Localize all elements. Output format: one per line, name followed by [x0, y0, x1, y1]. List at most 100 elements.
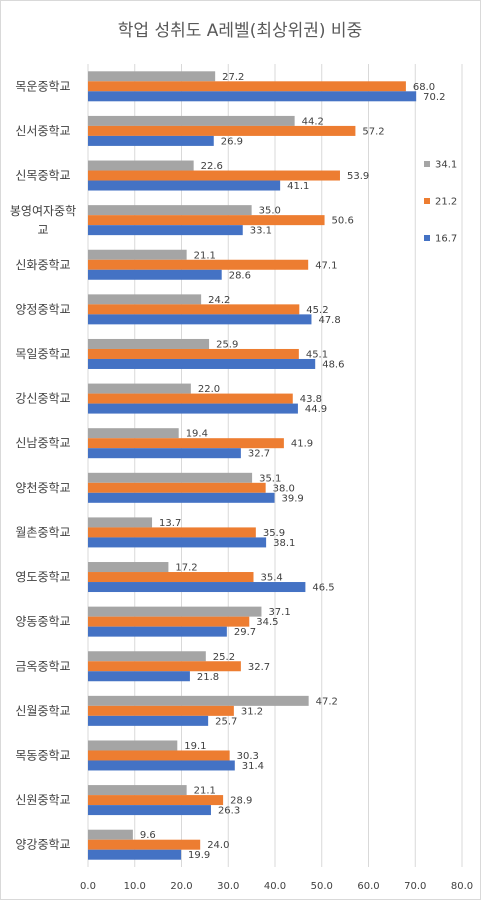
x-axis-ticks: 0.0 10.0 20.0 30.0 40.0 50.0 60.0 70.0 80.0	[80, 881, 473, 892]
legend-label: 21.2	[435, 197, 457, 208]
bar	[88, 81, 406, 92]
bar	[88, 338, 210, 349]
data-label: 44.2	[302, 116, 324, 127]
data-label: 32.7	[248, 662, 270, 673]
category-labels: 목운중학교신서중학교신목중학교봉영여자중학교신화중학교양정중학교목일중학교강신중…	[10, 79, 76, 851]
data-label: 50.6	[332, 216, 354, 227]
data-label: 21.8	[197, 672, 219, 683]
bar	[88, 348, 299, 359]
legend-label: 16.7	[435, 234, 457, 245]
bar	[88, 606, 262, 617]
category-label: 영도중학교	[15, 570, 70, 584]
bar	[88, 695, 309, 706]
data-label: 38.0	[273, 483, 295, 494]
chart-title: 학업 성취도 A레벨(최상위권) 비중	[118, 21, 362, 41]
category-label: 신남중학교	[15, 436, 70, 450]
bar	[88, 527, 256, 538]
data-label: 24.0	[207, 840, 229, 851]
bar	[88, 115, 295, 126]
data-label: 46.5	[312, 583, 334, 594]
bar	[88, 785, 187, 796]
data-label: 19.9	[188, 850, 210, 861]
bar	[88, 715, 209, 726]
bar	[88, 358, 316, 369]
bar	[88, 849, 182, 860]
data-label: 34.5	[256, 617, 278, 628]
category-label: 목동중학교	[15, 748, 70, 762]
bar	[88, 383, 191, 394]
data-label: 35.1	[259, 473, 281, 484]
category-label: 신목중학교	[15, 169, 70, 183]
data-label: 41.1	[287, 181, 309, 192]
bar	[88, 249, 187, 260]
data-label: 25.2	[213, 652, 235, 663]
data-label: 25.7	[215, 716, 237, 727]
bar	[88, 304, 300, 315]
legend-label: 34.1	[435, 160, 457, 171]
data-label: 57.2	[362, 126, 384, 137]
category-label: 양강중학교	[15, 838, 70, 852]
data-label: 22.0	[198, 384, 220, 395]
data-label: 45.2	[306, 305, 328, 316]
bar	[88, 125, 356, 136]
bar	[88, 492, 275, 503]
data-label: 70.2	[423, 92, 445, 103]
bar	[88, 314, 312, 325]
bar	[88, 269, 222, 280]
category-label: 양천중학교	[15, 480, 70, 495]
bar	[88, 160, 194, 171]
bar	[88, 438, 284, 449]
category-label: 월촌중학교	[15, 525, 70, 539]
bar	[88, 705, 234, 716]
bar	[88, 651, 206, 662]
bar	[88, 448, 241, 459]
data-label: 48.6	[322, 359, 344, 370]
data-label: 9.6	[140, 830, 156, 841]
data-label: 19.1	[184, 741, 206, 752]
x-tick-label: 30.0	[217, 881, 239, 892]
category-label: 양동중학교	[15, 615, 70, 629]
data-label: 31.4	[242, 761, 264, 772]
data-label: 45.1	[306, 349, 328, 360]
data-label: 21.1	[194, 250, 216, 261]
data-label: 47.8	[318, 315, 340, 326]
bar	[88, 135, 214, 146]
bar	[88, 205, 252, 216]
category-label: 교	[37, 223, 48, 237]
x-tick-label: 0.0	[80, 881, 96, 892]
x-tick-label: 40.0	[264, 881, 286, 892]
category-label: 신화중학교	[15, 258, 70, 272]
category-label: 신월중학교	[15, 704, 70, 718]
data-label: 26.3	[218, 806, 240, 817]
data-label: 47.2	[316, 696, 338, 707]
data-label: 25.9	[216, 339, 238, 350]
data-label: 32.7	[248, 449, 270, 460]
bars	[88, 71, 417, 860]
x-tick-label: 70.0	[404, 881, 426, 892]
data-label: 13.7	[159, 518, 181, 529]
data-label: 21.1	[194, 786, 216, 797]
data-label: 41.9	[291, 439, 313, 450]
category-label: 목운중학교	[15, 79, 70, 93]
data-label: 38.1	[273, 538, 295, 549]
category-label: 양정중학교	[15, 302, 70, 316]
bar	[88, 170, 340, 181]
category-label: 금옥중학교	[15, 659, 70, 673]
data-label: 19.4	[186, 429, 208, 440]
legend-swatch	[424, 198, 430, 204]
data-label: 33.1	[250, 226, 272, 237]
data-label: 44.9	[305, 404, 327, 415]
data-label: 53.9	[347, 171, 369, 182]
bar	[88, 294, 202, 305]
bar	[88, 582, 306, 593]
category-label: 신서중학교	[15, 124, 70, 138]
data-label: 35.4	[260, 573, 282, 584]
bar	[88, 829, 133, 840]
data-label: 39.9	[282, 493, 304, 504]
gridlines	[87, 64, 463, 867]
data-label: 43.8	[300, 394, 322, 405]
bar	[88, 428, 179, 439]
bar	[88, 616, 250, 627]
bar	[88, 671, 190, 682]
data-label: 30.3	[237, 751, 259, 762]
